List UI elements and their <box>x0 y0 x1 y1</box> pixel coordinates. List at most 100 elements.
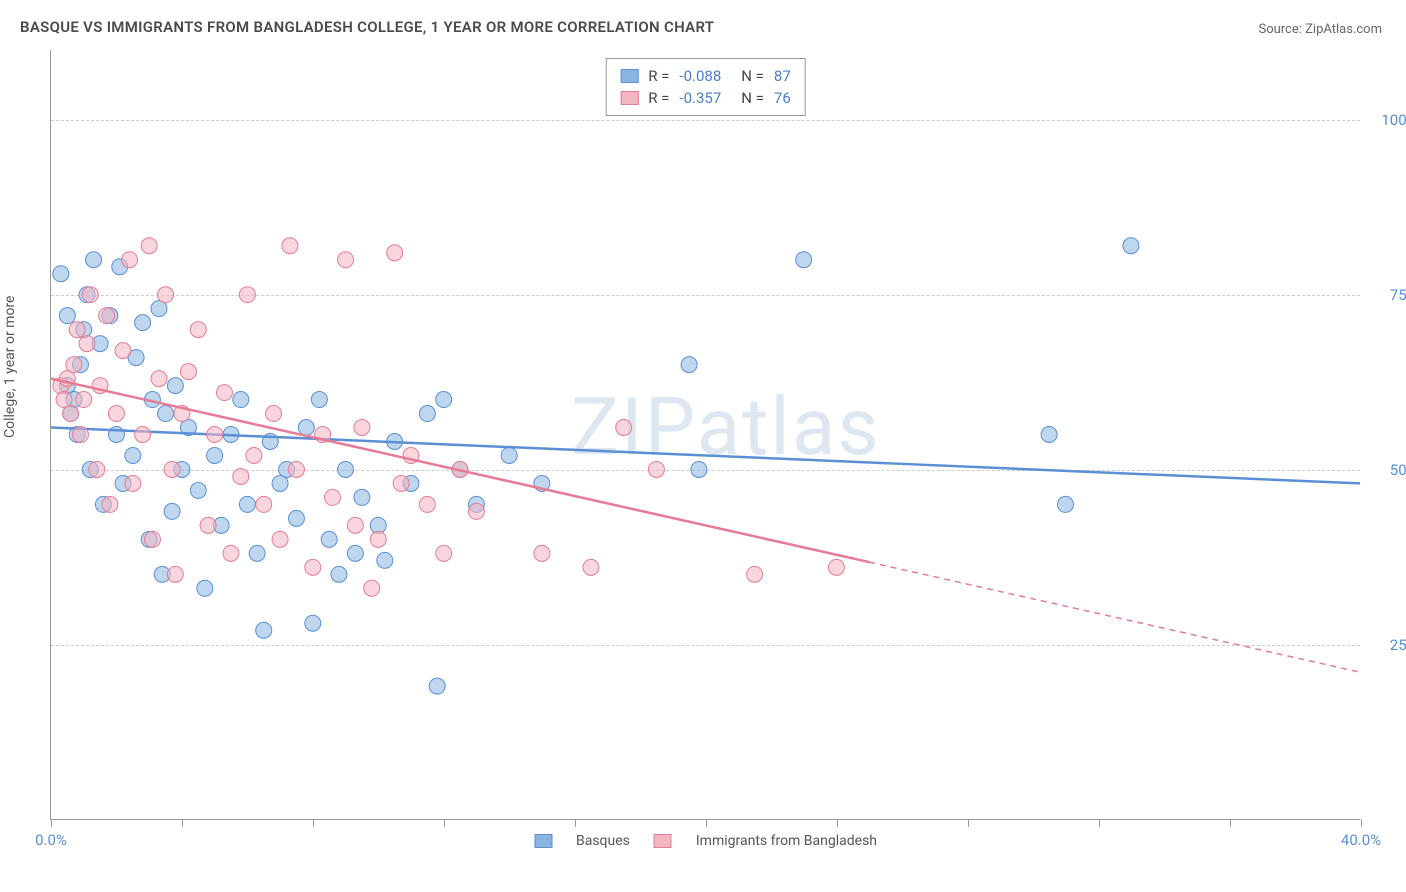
data-point <box>59 371 75 387</box>
x-tick <box>444 819 445 827</box>
chart-title: BASQUE VS IMMIGRANTS FROM BANGLADESH COL… <box>20 18 714 36</box>
data-point <box>393 475 409 491</box>
data-point <box>246 447 262 463</box>
x-tick <box>968 819 969 827</box>
data-point <box>828 559 844 575</box>
data-point <box>79 336 95 352</box>
data-point <box>200 517 216 533</box>
data-point <box>315 427 331 443</box>
data-point <box>174 406 190 422</box>
data-point <box>92 336 108 352</box>
x-tick <box>313 819 314 827</box>
gridline <box>51 470 1360 471</box>
data-point <box>167 566 183 582</box>
data-point <box>190 322 206 338</box>
scatter-svg <box>51 50 1360 819</box>
data-point <box>69 322 85 338</box>
data-point <box>256 496 272 512</box>
x-tick <box>51 819 52 827</box>
y-tick-label: 75.0% <box>1370 286 1406 304</box>
data-point <box>298 420 314 436</box>
r-label: R = <box>648 89 669 107</box>
y-tick-label: 25.0% <box>1370 636 1406 654</box>
data-point <box>377 552 393 568</box>
data-point <box>796 252 812 268</box>
data-point <box>387 245 403 261</box>
data-point <box>347 517 363 533</box>
data-point <box>429 678 445 694</box>
data-point <box>69 427 85 443</box>
data-point <box>419 406 435 422</box>
data-point <box>154 566 170 582</box>
data-point <box>141 531 157 547</box>
data-point <box>63 406 79 422</box>
data-point <box>223 427 239 443</box>
legend-label-bangladesh: Immigrants from Bangladesh <box>696 833 877 849</box>
trend-line-dashed <box>869 562 1360 672</box>
data-point <box>305 615 321 631</box>
swatch-basques <box>620 69 638 83</box>
r-label: R = <box>648 67 669 85</box>
data-point <box>266 406 282 422</box>
data-point <box>256 622 272 638</box>
data-point <box>370 517 386 533</box>
n-value-basques: 87 <box>774 67 791 85</box>
data-point <box>66 392 82 408</box>
watermark: ZIPatlas <box>571 380 881 474</box>
n-value-bangladesh: 76 <box>774 89 791 107</box>
data-point <box>144 531 160 547</box>
data-point <box>95 496 111 512</box>
stat-row-basques: R = -0.088 N = 87 <box>620 65 791 87</box>
data-point <box>167 378 183 394</box>
gridline <box>51 645 1360 646</box>
x-tick <box>706 819 707 827</box>
data-point <box>403 475 419 491</box>
source-label: Source: ZipAtlas.com <box>1258 22 1382 37</box>
y-axis-label: College, 1 year or more <box>2 296 18 438</box>
data-point <box>468 496 484 512</box>
legend-swatch-basques <box>534 834 552 848</box>
n-label: N = <box>741 67 764 85</box>
data-point <box>112 259 128 275</box>
data-point <box>125 475 141 491</box>
data-point <box>347 545 363 561</box>
data-point <box>207 447 223 463</box>
data-point <box>262 434 278 450</box>
data-point <box>249 545 265 561</box>
legend-label-basques: Basques <box>576 833 630 849</box>
data-point <box>1057 496 1073 512</box>
data-point <box>354 420 370 436</box>
data-point <box>468 503 484 519</box>
data-point <box>135 427 151 443</box>
plot-area: ZIPatlas 25.0%50.0%75.0%100.0% 0.0%40.0%… <box>50 50 1360 820</box>
data-point <box>436 545 452 561</box>
data-point <box>180 364 196 380</box>
data-point <box>66 357 82 373</box>
data-point <box>99 308 115 324</box>
data-point <box>233 392 249 408</box>
r-value-basques: -0.088 <box>679 67 721 85</box>
data-point <box>282 238 298 254</box>
r-value-bangladesh: -0.357 <box>679 89 721 107</box>
y-tick-label: 50.0% <box>1370 461 1406 479</box>
data-point <box>59 378 75 394</box>
data-point <box>122 252 138 268</box>
x-tick <box>1099 819 1100 827</box>
data-point <box>616 420 632 436</box>
data-point <box>338 252 354 268</box>
data-point <box>403 447 419 463</box>
n-label: N = <box>741 89 764 107</box>
swatch-bangladesh <box>620 91 638 105</box>
data-point <box>151 371 167 387</box>
data-point <box>141 238 157 254</box>
data-point <box>197 580 213 596</box>
data-point <box>53 378 69 394</box>
x-tick-label: 0.0% <box>35 831 67 849</box>
y-tick-label: 100.0% <box>1370 111 1406 129</box>
data-point <box>354 489 370 505</box>
data-point <box>216 385 232 401</box>
data-point <box>321 531 337 547</box>
data-point <box>311 392 327 408</box>
data-point <box>59 308 75 324</box>
data-point <box>272 531 288 547</box>
